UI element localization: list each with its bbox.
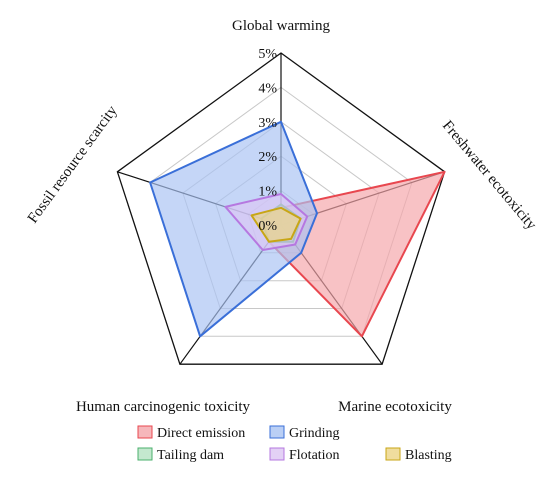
legend-label-flotation: Flotation	[289, 448, 340, 463]
axis-label-global-warming: Global warming	[232, 18, 330, 34]
legend-swatch-direct-emission	[137, 425, 153, 439]
legend-swatch-flotation	[269, 447, 285, 461]
legend-swatch-tailing-dam	[137, 447, 153, 461]
series-blasting	[250, 206, 302, 243]
grid-ring	[149, 86, 413, 337]
legend-label-tailing-dam: Tailing dam	[157, 448, 224, 463]
series-grinding	[149, 120, 318, 338]
grid-ring	[116, 52, 446, 365]
tick-label: 3%	[258, 116, 277, 131]
axis-label-marine-ecotoxicity: Marine ecotoxicity	[338, 399, 452, 415]
radar-series	[149, 120, 446, 338]
tick-label: 0%	[258, 219, 277, 234]
legend: Direct emission Grinding Tailing dam Flotat…	[137, 425, 452, 463]
axis-label-freshwater-ecotoxicity: Freshwater ecotoxicity	[439, 118, 540, 234]
legend-swatch-grinding	[269, 425, 285, 439]
legend-label-grinding: Grinding	[289, 426, 340, 441]
axis-label-human-carcinogenic-toxicity: Human carcinogenic toxicity	[76, 399, 251, 415]
tick-label: 2%	[258, 150, 277, 165]
legend-swatch-blasting	[385, 447, 401, 461]
tick-label: 5%	[258, 47, 277, 62]
tick-label: 4%	[258, 81, 277, 96]
tick-label: 1%	[258, 185, 277, 200]
axis-label-fossil-resource-scarcity: Fossil resource scarcity	[25, 103, 121, 227]
legend-label-direct-emission: Direct emission	[157, 426, 245, 441]
radial-ticks: 0% 1% 2% 3% 4% 5%	[258, 47, 277, 234]
legend-label-blasting: Blasting	[405, 448, 452, 463]
